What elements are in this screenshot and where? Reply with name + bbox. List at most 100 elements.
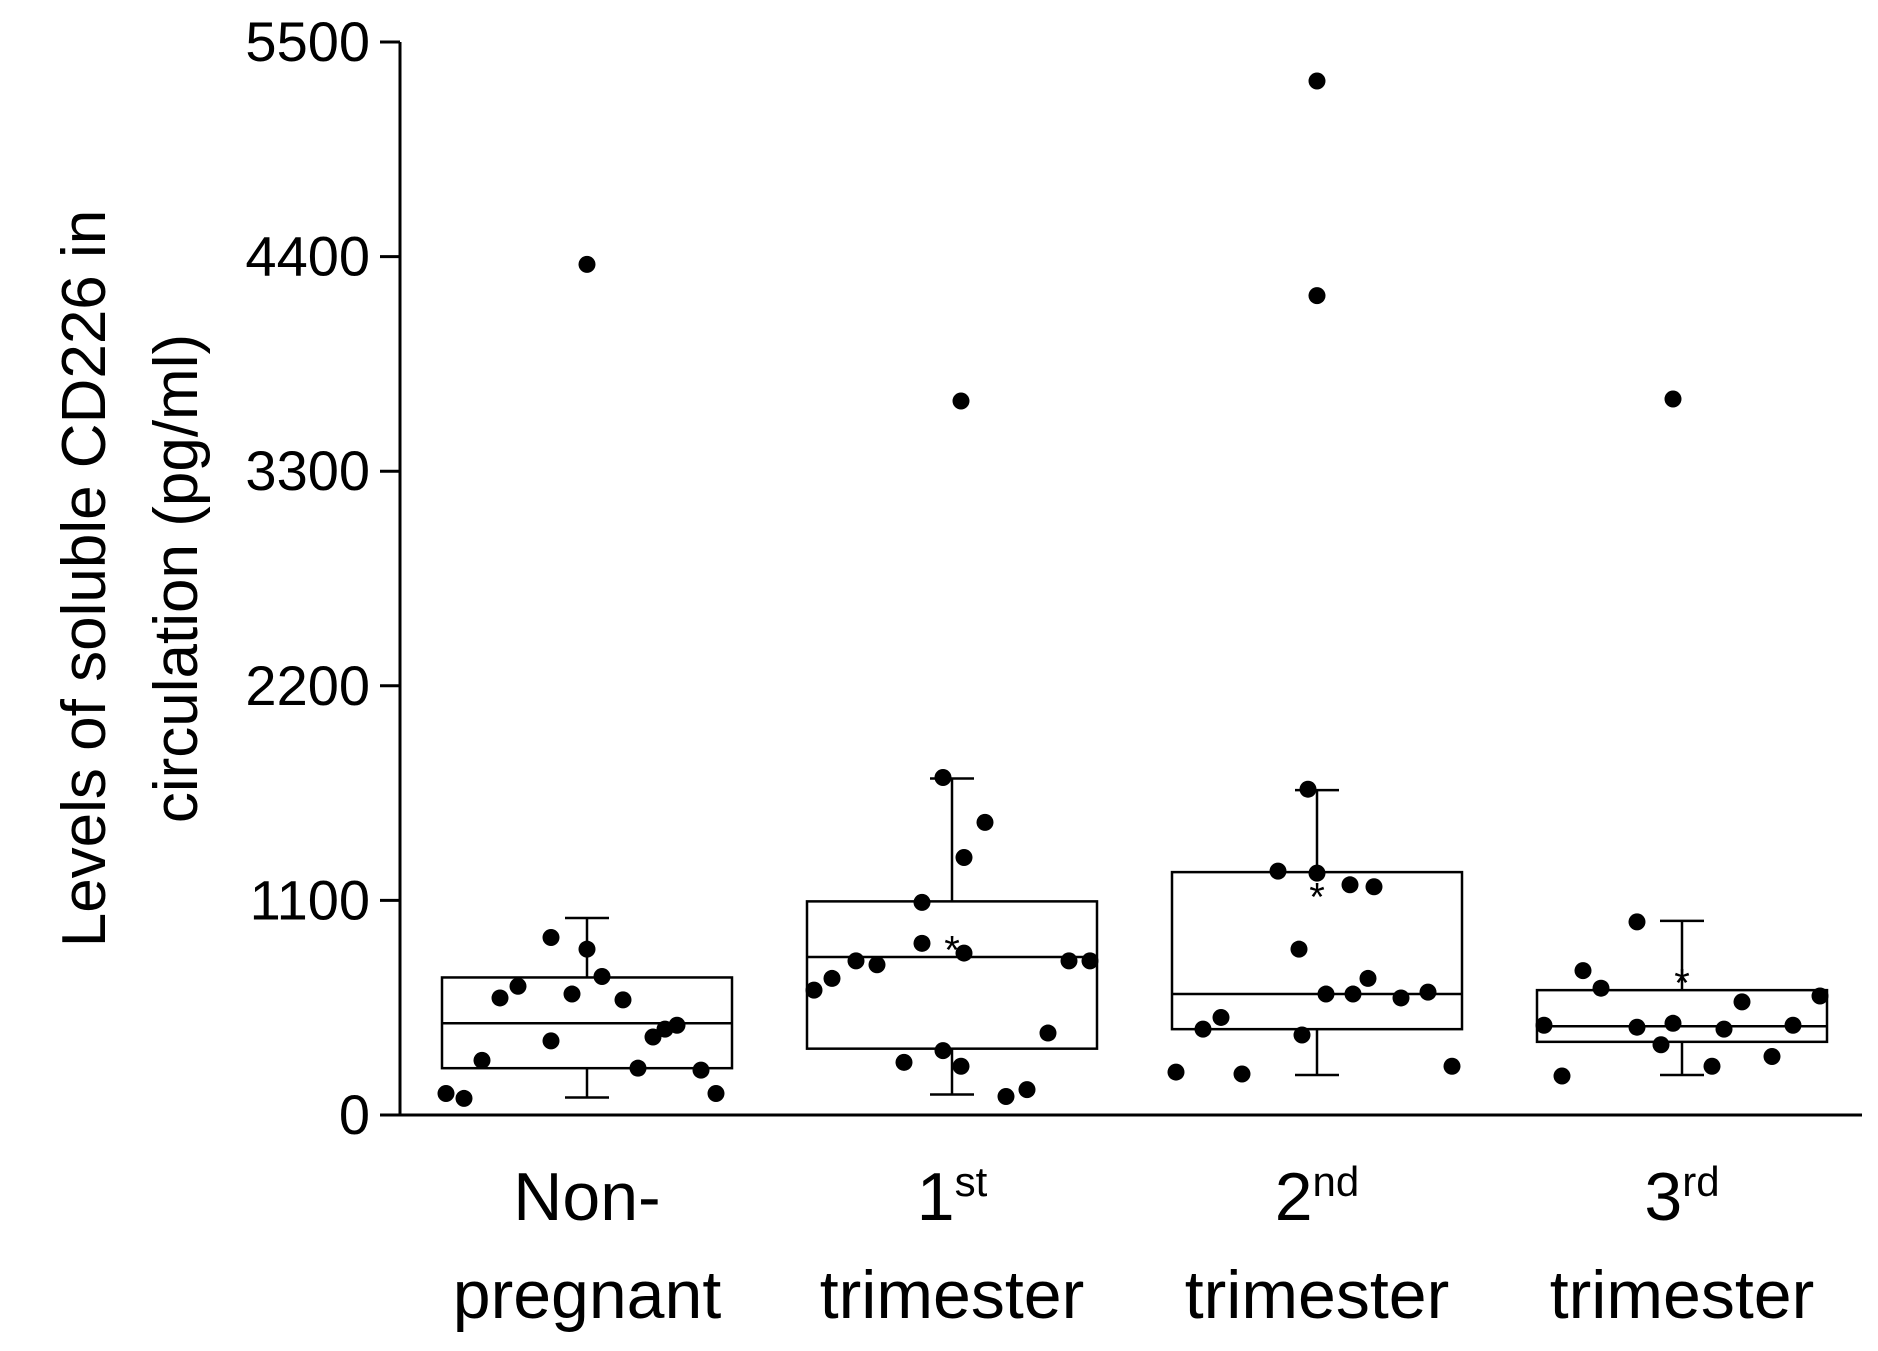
data-point <box>1233 1065 1251 1083</box>
data-point <box>1419 983 1437 1001</box>
boxes: * * * <box>440 777 1829 1099</box>
data-point <box>976 813 994 831</box>
mean-marker: * <box>1674 962 1690 1006</box>
data-point <box>1359 969 1377 987</box>
data-point <box>542 928 560 946</box>
box-group: * <box>1535 919 1829 1077</box>
data-point <box>578 940 596 958</box>
data-point <box>1018 1081 1036 1099</box>
category-superscript: nd <box>1313 1158 1360 1205</box>
data-point <box>952 1057 970 1075</box>
category-label-line1: 3rd <box>1644 1158 1719 1235</box>
data-point <box>509 977 527 995</box>
data-point <box>1628 913 1646 931</box>
y-tick-label: 1100 <box>250 868 370 931</box>
data-point <box>823 969 841 987</box>
data-point <box>1167 1063 1185 1081</box>
data-point <box>1811 987 1829 1005</box>
data-point <box>1039 1024 1057 1042</box>
data-point <box>1317 985 1335 1003</box>
data-point <box>593 967 611 985</box>
category-superscript: st <box>955 1158 988 1205</box>
data-point <box>1365 878 1383 896</box>
data-point <box>1341 876 1359 894</box>
y-tick-label: 2200 <box>245 654 370 717</box>
data-point <box>668 1016 686 1034</box>
data-point <box>955 848 973 866</box>
data-point <box>1628 1018 1646 1036</box>
data-point <box>1443 1057 1461 1075</box>
data-point <box>491 989 509 1007</box>
data-point <box>1194 1020 1212 1038</box>
box-group: * <box>805 777 1099 1096</box>
data-point <box>1344 985 1362 1003</box>
data-point <box>913 934 931 952</box>
data-point <box>542 1032 560 1050</box>
y-ticks: 0 1100 2200 3300 4400 5500 <box>245 10 400 1146</box>
data-point <box>1733 993 1751 1011</box>
data-point <box>1784 1016 1802 1034</box>
data-point <box>1553 1067 1571 1085</box>
data-point <box>934 1042 952 1060</box>
category-label: Non-pregnant <box>453 1159 722 1333</box>
y-tick-label: 5500 <box>245 10 370 73</box>
category-main-text: 2 <box>1275 1159 1313 1235</box>
data-point <box>1574 962 1592 980</box>
data-point <box>1308 287 1326 305</box>
category-main-text: 3 <box>1644 1159 1682 1235</box>
data-point <box>578 255 596 273</box>
category-label-line1: 1st <box>917 1158 988 1235</box>
category-label-line2: trimester <box>1550 1257 1814 1333</box>
mean-marker: * <box>1309 876 1325 920</box>
box-iqr <box>805 900 1099 1050</box>
data-point <box>455 1089 473 1107</box>
data-point <box>614 991 632 1009</box>
data-point <box>805 981 823 999</box>
data-point <box>1703 1057 1721 1075</box>
data-point <box>1664 1014 1682 1032</box>
category-label: 1st trimester <box>820 1158 1084 1333</box>
data-point <box>563 985 581 1003</box>
y-tick-label: 4400 <box>245 225 370 288</box>
data-points <box>437 72 1829 1107</box>
category-labels: Non-pregnant 1st trimester 2nd trimester 3rd t… <box>453 1158 1814 1333</box>
data-point <box>707 1085 725 1103</box>
data-point <box>1308 864 1326 882</box>
data-point <box>1081 952 1099 970</box>
y-tick-label: 0 <box>339 1083 370 1146</box>
data-point <box>1269 862 1287 880</box>
category-superscript: rd <box>1682 1158 1719 1205</box>
category-label: 3rd trimester <box>1550 1158 1814 1333</box>
data-point <box>1664 390 1682 408</box>
data-point <box>1592 979 1610 997</box>
category-label: 2nd trimester <box>1185 1158 1449 1333</box>
data-point <box>1299 780 1317 798</box>
data-point <box>868 956 886 974</box>
data-point <box>1308 72 1326 90</box>
category-label-line1: Non- <box>513 1159 660 1235</box>
box-group: * <box>1170 788 1464 1077</box>
data-point <box>955 944 973 962</box>
data-point <box>934 768 952 786</box>
data-point <box>1715 1020 1733 1038</box>
category-main-text: Non- <box>513 1159 660 1235</box>
data-point <box>1535 1016 1553 1034</box>
data-point <box>997 1087 1015 1105</box>
category-label-line2: trimester <box>820 1257 1084 1333</box>
box-iqr <box>1535 988 1829 1044</box>
data-point <box>1763 1047 1781 1065</box>
category-label-line2: pregnant <box>453 1257 722 1333</box>
data-point <box>1060 952 1078 970</box>
data-point <box>473 1051 491 1069</box>
data-point <box>1293 1026 1311 1044</box>
y-axis-label-line: Levels of soluble CD226 in <box>50 210 119 948</box>
data-point <box>629 1059 647 1077</box>
data-point <box>437 1085 455 1103</box>
y-tick-label: 3300 <box>245 439 370 502</box>
data-point <box>1290 940 1308 958</box>
category-main-text: 1 <box>917 1159 955 1235</box>
data-point <box>913 893 931 911</box>
category-label-line1: 2nd <box>1275 1158 1360 1235</box>
data-point <box>847 952 865 970</box>
